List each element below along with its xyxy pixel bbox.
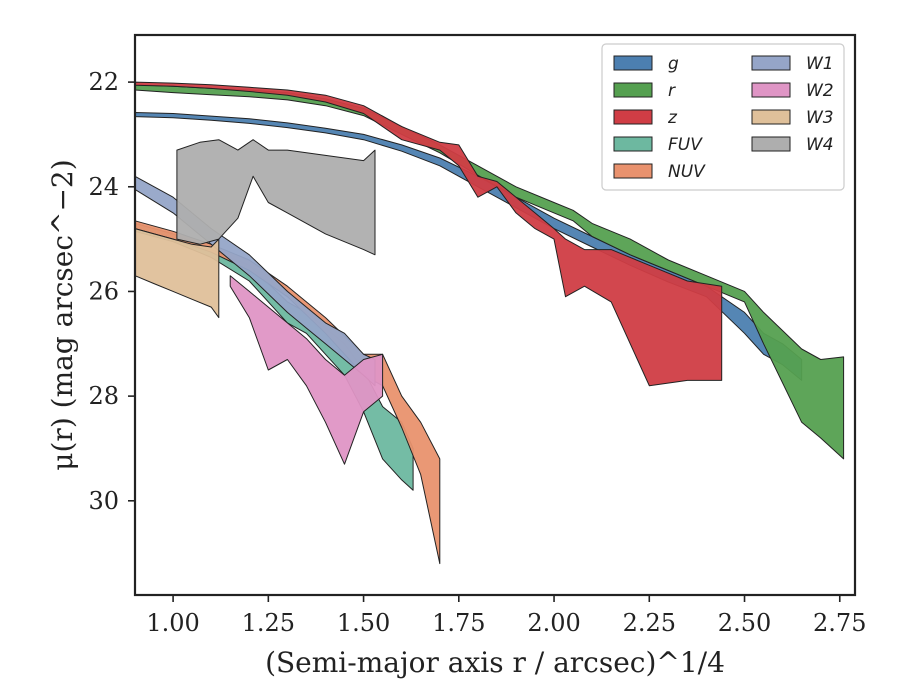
legend-label-w3: W3: [806, 108, 834, 128]
legend-label-w2: W2: [806, 81, 834, 101]
legend-swatch-fuv: [613, 136, 653, 152]
y-axis-label: μ(r) (mag arcsec^−2): [46, 159, 79, 470]
legend-label-g: g: [668, 54, 679, 74]
y-tick-label: 22: [88, 68, 119, 96]
y-tick-label: 30: [88, 487, 119, 515]
y-axis: 22 24 26 28 30: [88, 68, 135, 515]
legend-box: [601, 43, 845, 191]
series-band-w4: [176, 139, 376, 256]
axes-frame: [133, 33, 857, 597]
x-tick-label: 1.75: [432, 609, 485, 637]
x-axis: 1.00 1.25 1.50 1.75 2.00 2.25 2.50 2.75: [146, 595, 866, 637]
legend: grz FUV NUV W1 W2 W3 W4: [601, 43, 845, 191]
x-tick-label: 1.25: [242, 609, 295, 637]
legend-label-w4: W4: [806, 135, 834, 155]
x-tick-label: 1.00: [146, 609, 199, 637]
x-tick-label: 2.75: [813, 609, 866, 637]
legend-swatch-w4: [751, 136, 791, 152]
y-tick-label: 28: [88, 382, 119, 410]
legend-swatch-w3: [751, 109, 791, 125]
x-tick-label: 2.25: [623, 609, 676, 637]
legend-label-r: r: [668, 81, 676, 101]
plot-area: [134, 81, 845, 565]
x-tick-label: 2.50: [718, 609, 771, 637]
series-band-w3: [134, 228, 220, 319]
legend-swatch-nuv: [613, 163, 653, 179]
series-band-w2: [229, 275, 384, 465]
legend-label-fuv: FUV: [668, 135, 703, 155]
legend-swatch-g: [613, 55, 653, 71]
y-tick-label: 26: [88, 277, 119, 305]
legend-swatch-z: [613, 109, 653, 125]
y-tick-label: 24: [88, 173, 119, 201]
legend-swatch-r: [613, 82, 653, 98]
legend-label-w1: W1: [806, 54, 834, 74]
legend-label-nuv: NUV: [668, 162, 706, 182]
x-tick-label: 1.50: [337, 609, 390, 637]
x-axis-label: (Semi-major axis r / arcsec)^1/4: [265, 646, 725, 679]
legend-swatch-w1: [751, 55, 791, 71]
series-band-z: [134, 81, 723, 387]
legend-label-z: z: [667, 108, 678, 128]
legend-swatch-w2: [751, 82, 791, 98]
x-tick-label: 2.00: [527, 609, 580, 637]
